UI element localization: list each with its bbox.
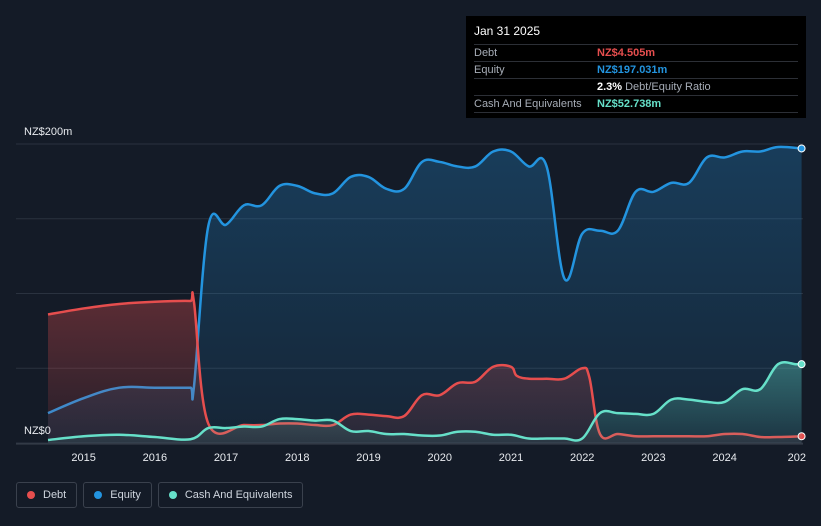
legend-item-debt[interactable]: Debt <box>16 482 78 508</box>
tooltip-value-cash: NZ$52.738m <box>597 98 662 110</box>
tooltip-label: Cash And Equivalents <box>474 98 582 110</box>
tooltip-row-ratio: 2.3% Debt/Equity Ratio <box>474 78 798 95</box>
tooltip-row-debt: Debt NZ$4.505m <box>474 44 798 61</box>
cash-dot-icon <box>168 491 177 499</box>
x-tick-label: 202 <box>788 452 806 464</box>
legend-item-cash[interactable]: Cash And Equivalents <box>157 482 304 508</box>
equity-dot-icon <box>94 491 103 499</box>
equity-area <box>48 146 802 443</box>
cash-line <box>47 360 802 442</box>
cash-area <box>48 362 802 443</box>
ratio-label: Debt/Equity Ratio <box>625 81 711 93</box>
tooltip-value-equity: NZ$197.031m <box>597 64 668 76</box>
x-tick-label: 2021 <box>499 452 523 464</box>
axis-layer: NZ$200m NZ$0 2015 2016 2017 2018 2019 2020 2021 2… <box>24 126 806 464</box>
legend-label: Cash And Equivalents <box>184 489 293 501</box>
y-tick-label: NZ$200m <box>24 126 72 138</box>
y-tick-label: NZ$0 <box>24 425 51 437</box>
tooltip-row-cash: Cash And Equivalents NZ$52.738m <box>474 95 798 113</box>
x-tick-label: 2023 <box>641 452 665 464</box>
x-tick-label: 2020 <box>428 452 452 464</box>
tooltip-value-ratio: 2.3% Debt/Equity Ratio <box>597 79 711 95</box>
tooltip-label: Debt <box>474 47 498 59</box>
x-tick-label: 2022 <box>570 452 594 464</box>
series-layer <box>47 144 806 443</box>
legend-label: Equity <box>110 489 141 501</box>
x-tick-label: 2019 <box>356 452 380 464</box>
ratio-value: 2.3% <box>597 81 623 93</box>
x-tick-label: 2017 <box>214 452 238 464</box>
equity-end-point <box>797 144 806 153</box>
equity-line <box>47 145 802 415</box>
x-tick-label: 2016 <box>143 452 167 464</box>
tooltip-row-equity: Equity NZ$197.031m <box>474 61 798 78</box>
x-tick-label: 2015 <box>71 452 95 464</box>
tooltip-label <box>474 79 597 95</box>
debt-dot-icon <box>27 491 35 499</box>
x-tick-label: 2024 <box>712 452 736 464</box>
tooltip-label: Equity <box>474 64 505 76</box>
cash-end-point <box>797 360 806 369</box>
legend-label: Debt <box>43 489 67 501</box>
legend: Debt Equity Cash And Equivalents <box>16 482 304 508</box>
legend-item-equity[interactable]: Equity <box>83 482 152 508</box>
tooltip: Jan 31 2025 Debt NZ$4.505m Equity NZ$197… <box>466 16 806 118</box>
x-tick-label: 2018 <box>285 452 309 464</box>
tooltip-value-debt: NZ$4.505m <box>597 47 656 59</box>
tooltip-date: Jan 31 2025 <box>474 24 541 38</box>
